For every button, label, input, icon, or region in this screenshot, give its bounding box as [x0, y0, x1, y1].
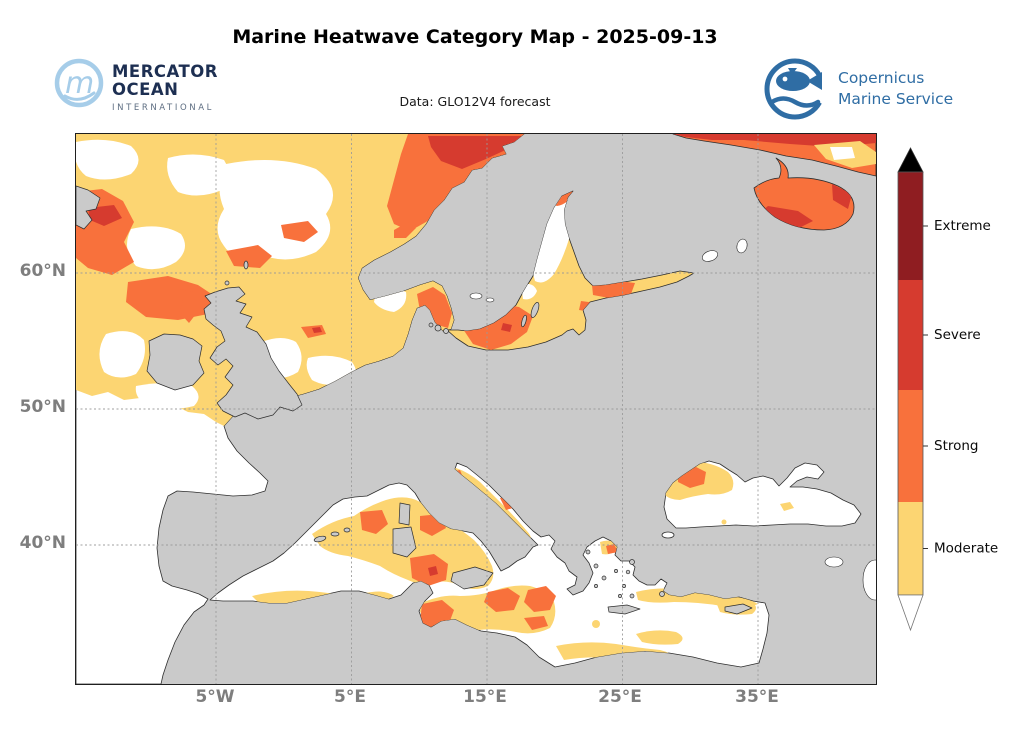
- over-range-arrow: [897, 147, 924, 173]
- legend-label-severe: Severe: [934, 327, 981, 343]
- sicily: [450, 566, 494, 590]
- y-tick-label: 50°N: [19, 397, 66, 417]
- legend-segment-strong: [898, 390, 923, 502]
- sardinia: [392, 526, 417, 558]
- copernicus-marine-logo: Copernicus Marine Service: [755, 53, 980, 127]
- legend-segment-moderate: [898, 502, 923, 595]
- ireland: [146, 333, 205, 391]
- legend-label-extreme: Extreme: [934, 218, 991, 234]
- mercator-ocean-logo: m MERCATOR OCEAN INTERNATIONAL: [50, 52, 250, 120]
- lake-onega: [736, 238, 748, 254]
- white-sea-heatwave-patches: [762, 184, 852, 228]
- crete: [607, 604, 641, 615]
- copernicus-wordmark-line1: Copernicus: [838, 69, 924, 87]
- barents-heatwave-patches: [673, 134, 876, 168]
- lake-van: [824, 556, 844, 568]
- islands: [76, 185, 753, 615]
- sea-of-marmara: [661, 531, 675, 539]
- copernicus-fish-icon: [764, 58, 826, 120]
- legend-label-strong: Strong: [934, 438, 979, 454]
- iceland: [76, 185, 101, 230]
- x-tick-label: 35°E: [735, 687, 779, 707]
- corsica: [398, 502, 411, 526]
- lakes: [469, 238, 876, 601]
- mercator-monogram-icon: m: [54, 58, 104, 108]
- under-range-arrow: [897, 594, 924, 632]
- category-colorbar: Extreme Severe Strong Moderate: [897, 147, 998, 632]
- x-tick-label: 5°W: [195, 687, 235, 707]
- legend-segment-extreme: [898, 172, 923, 280]
- x-tick-label: 15°E: [463, 687, 507, 707]
- legend-label-moderate: Moderate: [934, 541, 998, 557]
- lake-ladoga: [701, 250, 719, 262]
- great-britain: [203, 286, 303, 420]
- mercator-wordmark-line3: INTERNATIONAL: [112, 103, 214, 113]
- x-tick-label: 25°E: [598, 687, 642, 707]
- legend-segment-severe: [898, 280, 923, 390]
- data-source-subtitle: Data: GLO12V4 forecast: [399, 94, 551, 109]
- y-tick-label: 60°N: [19, 261, 66, 281]
- y-tick-label: 40°N: [19, 533, 66, 553]
- mercator-wordmark-line2: OCEAN: [112, 80, 179, 99]
- page-title: Marine Heatwave Category Map - 2025-09-1…: [232, 26, 718, 48]
- cyprus: [724, 603, 753, 615]
- mercator-wordmark-line1: MERCATOR: [112, 62, 218, 81]
- map-panel: [75, 133, 877, 685]
- graticule: [76, 134, 876, 684]
- copernicus-wordmark-line2: Marine Service: [838, 90, 953, 108]
- gotland: [530, 302, 540, 318]
- x-tick-label: 5°E: [334, 687, 366, 707]
- europe-map: [76, 134, 876, 684]
